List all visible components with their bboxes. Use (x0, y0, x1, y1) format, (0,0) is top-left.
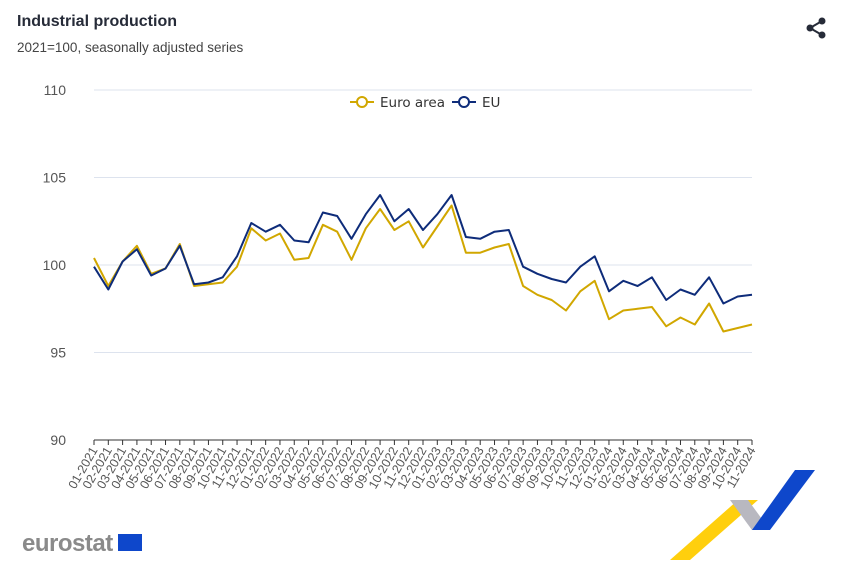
chart-title: Industrial production (17, 13, 177, 30)
y-tick-label: 105 (43, 170, 67, 186)
legend-marker (356, 96, 368, 108)
legend-marker (458, 96, 470, 108)
legend-item: Euro area (350, 95, 445, 111)
chart-subtitle: 2021=100, seasonally adjusted series (17, 40, 244, 55)
legend-label: EU (482, 95, 500, 111)
eurostat-logo: eurostat (22, 530, 113, 557)
series-line-eu (93, 194, 753, 305)
legend-label: Euro area (380, 95, 445, 111)
eu-flag-icon (118, 534, 142, 551)
y-tick-label: 95 (50, 345, 66, 361)
series-line-euro-area (93, 204, 753, 333)
share-icon[interactable] (804, 16, 828, 45)
y-tick-label: 100 (43, 257, 67, 273)
y-tick-label: 90 (50, 432, 66, 448)
y-tick-label: 110 (44, 82, 67, 98)
legend: Euro area EU (350, 95, 500, 111)
eurostat-decoration (670, 470, 815, 560)
legend-item: EU (452, 95, 500, 111)
